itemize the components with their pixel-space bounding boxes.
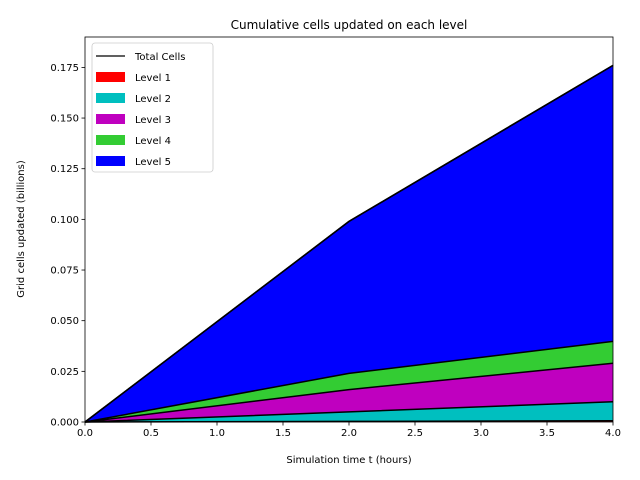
y-tick-label: 0.125 [50,164,79,175]
y-tick-label: 0.000 [50,418,79,429]
x-tick-label: 4.0 [605,428,621,439]
x-tick-label: 3.0 [473,428,489,439]
y-tick-label: 0.025 [50,367,79,378]
boundary-level-2 [84,400,614,423]
y-tick-label: 0.150 [50,114,79,125]
y-axis: 0.000 0.025 0.050 0.075 0.100 0.125 0.150 0.175 [50,63,85,429]
legend-label-total-cells: Total Cells [134,52,185,63]
boundary-level-4 [84,340,614,423]
legend-label-level-1: Level 1 [135,73,171,84]
y-tick-label: 0.100 [50,215,79,226]
legend-swatch-level-2 [96,93,125,103]
x-tick-label: 2.5 [407,428,423,439]
x-axis-label: Simulation time t (hours) [286,455,411,466]
x-tick-label: 1.5 [275,428,291,439]
area-level-4 [85,341,613,422]
legend-swatch-level-1 [96,72,125,82]
boundary-level-3 [84,362,614,423]
y-tick-label: 0.050 [50,316,79,327]
x-tick-label: 1.0 [209,428,225,439]
legend-label-level-3: Level 3 [135,115,171,126]
legend-label-level-4: Level 4 [135,136,171,147]
x-axis: 0.0 0.5 1.0 1.5 2.0 2.5 3.0 3.5 4.0 [77,422,621,439]
legend-label-level-5: Level 5 [135,157,171,168]
x-tick-label: 0.5 [143,428,159,439]
x-tick-label: 3.5 [539,428,555,439]
line-total-cells [84,64,614,423]
y-tick-label: 0.075 [50,266,79,277]
y-tick-label: 0.175 [50,63,79,74]
legend-swatch-level-4 [96,135,125,145]
legend-swatch-level-5 [96,156,125,166]
x-tick-label: 0.0 [77,428,93,439]
legend-label-level-2: Level 2 [135,94,171,105]
legend-swatch-level-3 [96,114,125,124]
legend: Total Cells Level 1 Level 2 Level 3 Level 4 L… [91,42,214,173]
area-level-3 [85,363,613,422]
chart-title: Cumulative cells updated on each level [231,18,468,32]
area-level-5 [85,65,613,423]
x-tick-label: 2.0 [341,428,357,439]
y-axis-label: Grid cells updated (billions) [16,160,27,298]
